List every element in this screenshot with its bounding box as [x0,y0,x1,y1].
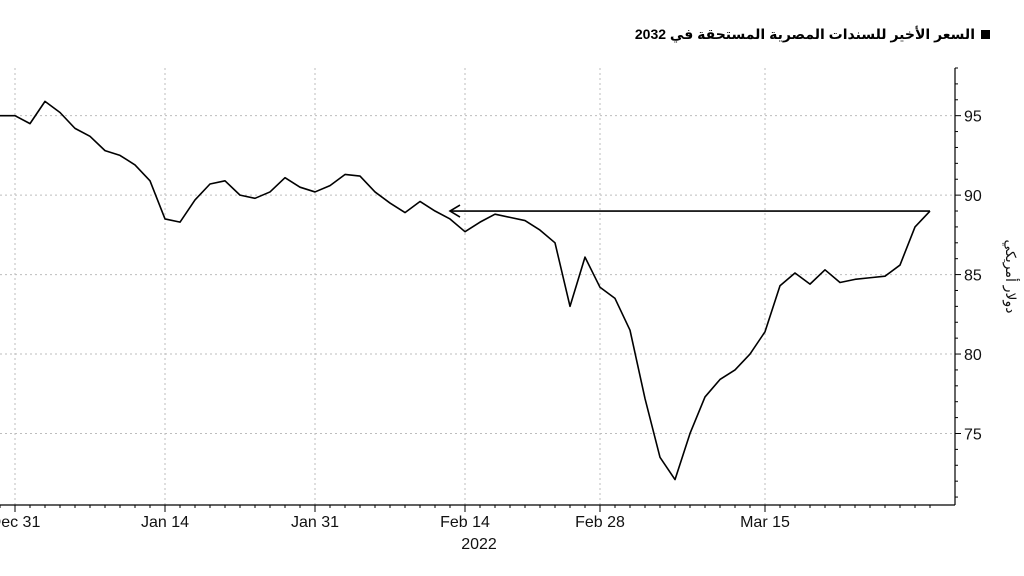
x-tick-label: Jan 14 [141,514,189,531]
legend: السعر الأخير للسندات المصرية المستحقة في… [635,26,990,43]
y-tick-label: 95 [964,109,982,126]
y-axis-title: دولار أمريكي [1002,239,1020,313]
annotation-arrow-head-icon [448,204,461,218]
x-tick-label: Mar 15 [740,514,790,531]
axes [0,67,961,512]
x-tick-label: Jan 31 [291,514,339,531]
x-year-label: 2022 [461,536,497,553]
grid [0,68,955,505]
series-line [0,100,931,481]
labels: 75 80 85 90 95 Dec 31 Jan 14 Jan 31 Feb 14 Feb 28… [0,109,1020,553]
y-tick-label: 85 [964,268,982,285]
series [0,100,931,481]
y-tick-label: 90 [964,188,982,205]
legend-label: السعر الأخير للسندات المصرية المستحقة في… [634,26,975,42]
annotations [448,204,930,218]
y-tick-label: 75 [964,426,982,443]
x-tick-label: Feb 14 [440,514,490,531]
x-tick-label: Feb 28 [575,514,625,531]
y-tick-label: 80 [964,347,982,364]
x-tick-label: Dec 31 [0,514,40,531]
legend-swatch-icon [981,30,990,39]
